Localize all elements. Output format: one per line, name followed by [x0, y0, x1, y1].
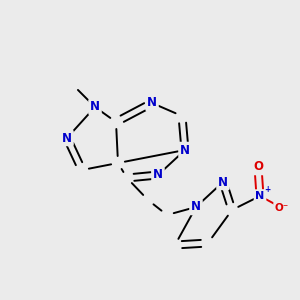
Text: N: N	[218, 176, 228, 188]
Text: N: N	[62, 131, 72, 145]
Text: +: +	[264, 184, 270, 194]
Text: O⁻: O⁻	[275, 203, 289, 213]
Text: N: N	[147, 97, 157, 110]
Text: N: N	[180, 143, 190, 157]
Text: N: N	[153, 169, 163, 182]
Text: N: N	[255, 191, 265, 201]
Text: O: O	[253, 160, 263, 173]
Text: N: N	[90, 100, 100, 113]
Text: N: N	[191, 200, 201, 214]
